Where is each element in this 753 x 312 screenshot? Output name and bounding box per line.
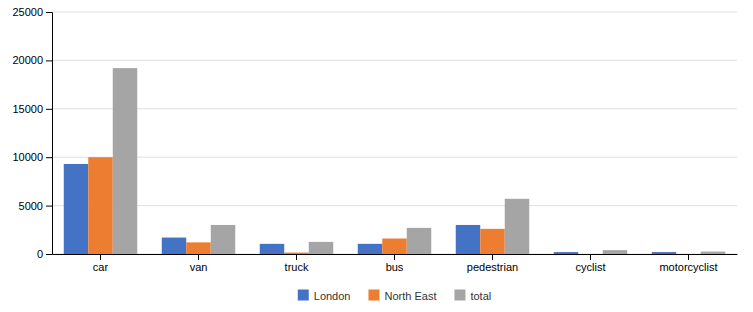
tick: cyclist [576,254,606,273]
legend-swatch [454,290,465,301]
tick-mark [198,254,199,260]
bar [64,164,88,254]
legend-label: North East [384,290,436,302]
legend-swatch [368,290,379,301]
tick: 15000 [12,103,52,115]
tick-label: 15000 [12,103,43,115]
grid-line [52,108,737,109]
tick: motorcyclist [659,254,717,273]
grid-line [52,12,737,13]
tick: 5000 [19,200,52,212]
bar [603,250,627,254]
legend-item: London [298,290,351,302]
chart: 0 5000 10000 15000 20000 25000 car van truck bus p… [0,0,753,312]
tick-label: 25000 [12,6,43,18]
tick: 10000 [12,151,52,163]
bar [701,252,725,254]
axis-domain [46,13,53,255]
bar-series [64,164,676,254]
y-axis: 0 5000 10000 15000 20000 25000 [12,6,52,260]
bar-series [88,157,504,254]
bar [260,244,284,254]
tick: bus [386,254,404,273]
bar [309,242,333,254]
bar [554,252,578,254]
tick-label: bus [386,261,404,273]
legend-item: North East [368,290,436,302]
tick-label: truck [285,261,309,273]
tick-label: cyclist [576,261,606,273]
grid-line [52,60,737,61]
tick-mark [394,254,395,260]
tick: van [190,254,208,273]
bar [358,244,382,254]
tick-mark [46,254,52,255]
bar [407,228,431,254]
legend-swatch [298,290,309,301]
bar [88,157,112,254]
tick-mark [492,254,493,260]
grid-line [52,205,737,206]
tick-mark [46,109,52,110]
tick-label: 20000 [12,54,43,66]
bar [211,225,235,254]
bar [652,252,676,254]
tick-label: 0 [37,248,43,260]
tick-mark [46,206,52,207]
tick-mark [46,12,52,13]
bar [676,254,700,255]
tick: pedestrian [467,254,518,273]
tick: 0 [37,248,52,260]
bar-series [113,68,725,254]
tick-mark [100,254,101,260]
tick-label: 10000 [12,151,43,163]
legend-label: total [470,290,491,302]
tick-label: motorcyclist [659,261,717,273]
tick-mark [46,60,52,61]
bar [578,254,602,255]
bar [505,199,529,254]
tick: truck [285,254,309,273]
bar [456,225,480,254]
legend: London North East total [298,290,491,302]
tick-label: pedestrian [467,261,518,273]
x-axis: car van truck bus pedestrian cyclist motorcycl… [53,254,738,273]
tick-mark [46,157,52,158]
tick-mark [296,254,297,260]
tick: 20000 [12,54,52,66]
grid [52,12,737,254]
bar [162,238,186,254]
tick: car [93,254,109,273]
tick: 25000 [12,6,52,18]
tick-label: car [93,261,109,273]
grid-line [52,157,737,158]
tick-mark [590,254,591,260]
bar [382,239,406,254]
bar [186,242,210,254]
bar [480,229,504,254]
tick-mark [688,254,689,260]
tick-label: van [190,261,208,273]
legend-item: total [454,290,491,302]
legend-label: London [314,290,351,302]
bar [113,68,137,254]
bars [64,68,725,254]
plot: 0 5000 10000 15000 20000 25000 car van truck bus p… [12,6,737,273]
tick-label: 5000 [19,200,43,212]
bar [284,253,308,254]
